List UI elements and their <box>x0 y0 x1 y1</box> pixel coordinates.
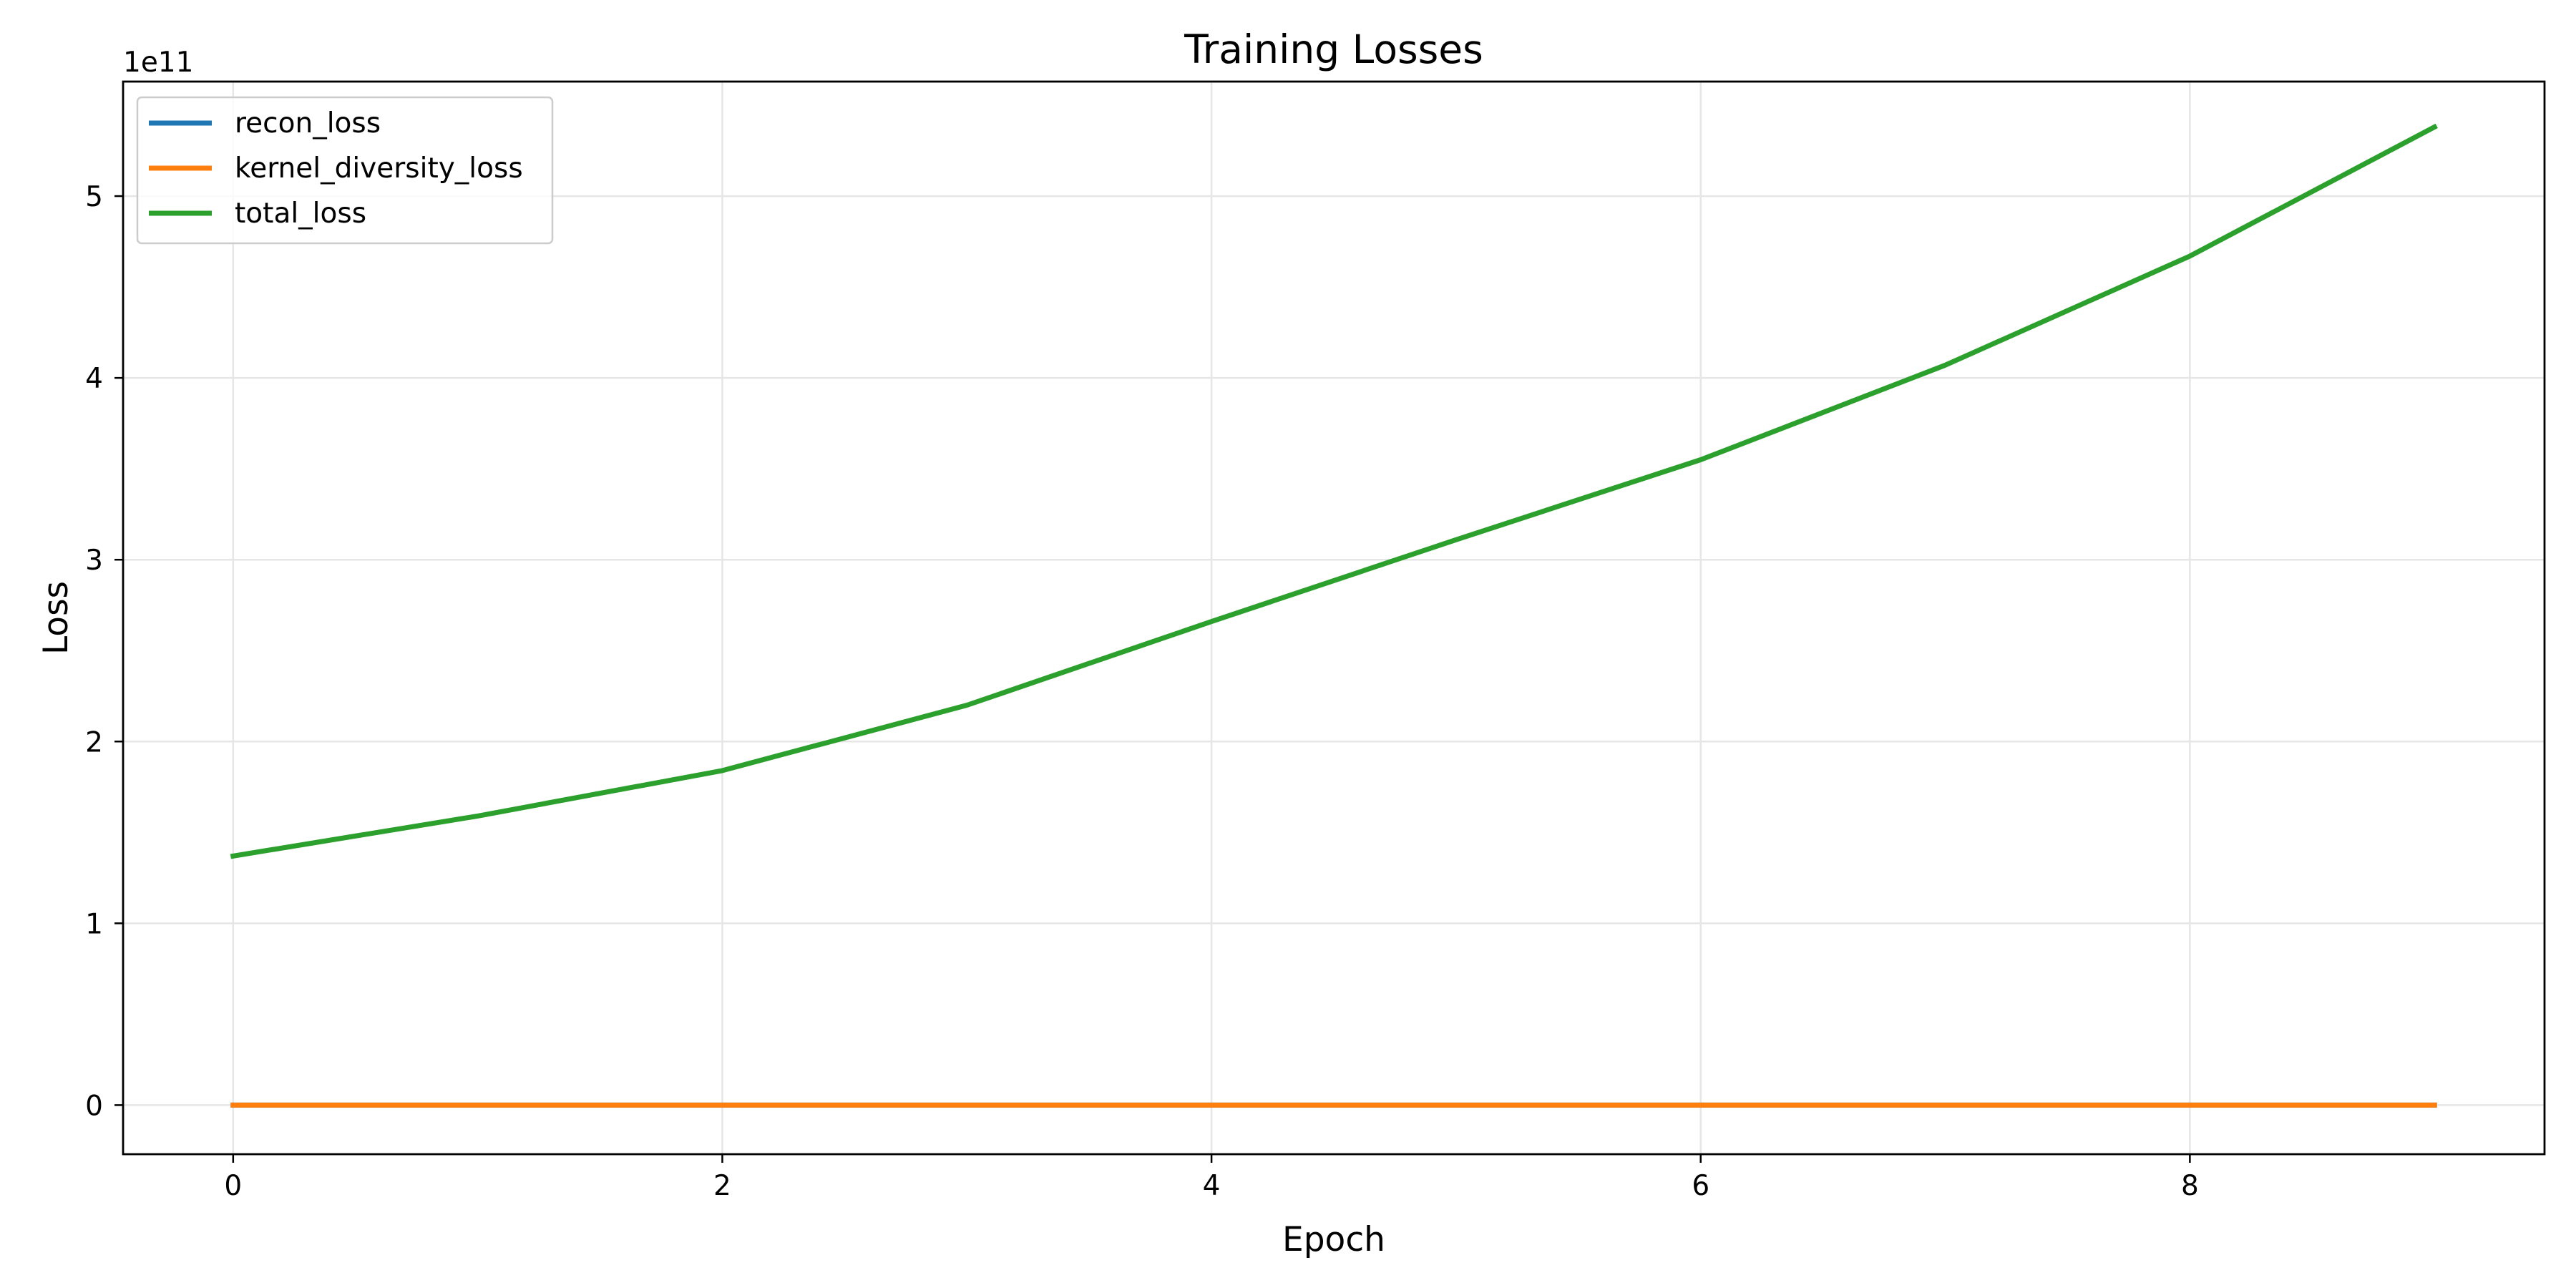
y-tick-label: 0 <box>85 1090 103 1122</box>
axes-frame <box>122 80 2546 1156</box>
y-tick-label: 4 <box>85 363 103 395</box>
legend: recon_loss kernel_diversity_loss total_los… <box>136 96 554 245</box>
y-axis-label: Loss <box>36 581 76 655</box>
x-tick-label: 2 <box>713 1170 731 1202</box>
legend-label: kernel_diversity_loss <box>235 152 523 185</box>
grid-lines <box>123 82 2545 1154</box>
chart-title: Training Losses <box>1184 26 1483 72</box>
x-tick-label: 4 <box>1203 1170 1221 1202</box>
axis-ticks: 0 2 4 6 8 0 1 2 3 4 5 <box>85 181 2199 1202</box>
legend-label: total_loss <box>235 197 366 230</box>
y-tick-label: 1 <box>85 908 103 940</box>
y-tick-label: 2 <box>85 726 103 758</box>
legend-box <box>136 96 554 245</box>
y-tick-label: 3 <box>85 545 103 577</box>
x-axis-label: Epoch <box>1282 1220 1385 1259</box>
x-tick-label: 0 <box>224 1170 242 1202</box>
x-tick-label: 8 <box>2181 1170 2199 1202</box>
legend-label: recon_loss <box>235 107 381 140</box>
x-tick-label: 6 <box>1692 1170 1709 1202</box>
series-lines <box>230 123 2438 1108</box>
y-axis-offset-text: 1e11 <box>123 47 193 79</box>
series-line-total-loss <box>230 123 2438 859</box>
y-tick-label: 5 <box>85 181 103 213</box>
